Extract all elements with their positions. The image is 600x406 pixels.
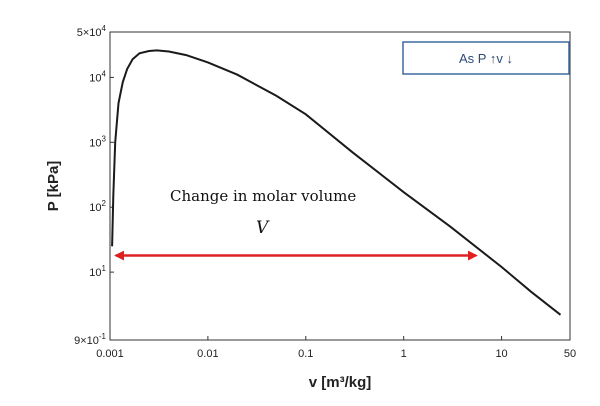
- volume-symbol: V: [256, 218, 270, 238]
- pv-curve-line: [111, 49, 562, 316]
- y-tick-label: 101: [89, 264, 106, 279]
- y-tick-label: 9×10-1: [74, 332, 106, 347]
- x-tick-label: 0.001: [96, 348, 124, 360]
- x-tick-label: 0.1: [298, 348, 313, 360]
- y-tick-label: 104: [89, 69, 106, 84]
- x-tick-label: 50: [564, 348, 576, 360]
- x-tick-label: 10: [495, 348, 507, 360]
- y-tick-exponent: -1: [99, 332, 107, 341]
- x-axis-label: v [m³/kg]: [309, 374, 372, 391]
- y-tick-exponent: 1: [102, 264, 107, 273]
- plot-frame: [109, 31, 571, 341]
- y-tick-base: 5×10: [77, 27, 102, 39]
- y-tick-base: 10: [89, 72, 101, 84]
- y-tick-base: 10: [89, 137, 101, 149]
- y-tick-base: 9×10: [74, 335, 99, 347]
- arrow-label: Change in molar volume: [170, 187, 356, 205]
- y-tick-label: 103: [89, 134, 106, 149]
- y-axis-label: P [kPa]: [45, 161, 62, 212]
- y-tick-label: 5×104: [77, 24, 107, 39]
- y-tick-base: 10: [89, 267, 101, 279]
- legend-label: As P ↑v ↓: [459, 51, 513, 66]
- legend-box: As P ↑v ↓: [402, 41, 570, 75]
- y-tick-label: 102: [89, 199, 106, 214]
- tick-marks: [109, 31, 571, 341]
- y-tick-exponent: 4: [102, 24, 107, 33]
- y-tick-base: 10: [89, 202, 101, 214]
- x-tick-label: 1: [401, 348, 407, 360]
- y-tick-exponent: 3: [102, 134, 107, 143]
- x-tick-label: 0.01: [197, 348, 218, 360]
- y-tick-exponent: 4: [102, 69, 107, 78]
- y-tick-exponent: 2: [102, 199, 107, 208]
